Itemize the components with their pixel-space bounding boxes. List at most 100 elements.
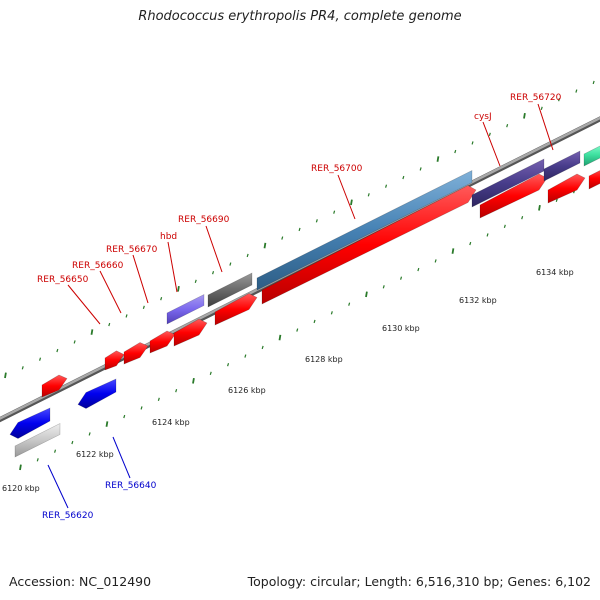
gene-label-leader [167, 241, 178, 293]
scale-tick [105, 421, 109, 427]
gene-block-forward[interactable] [547, 173, 586, 204]
scale-tick [209, 371, 212, 376]
scale-tick [402, 175, 405, 180]
scale-label: 6120 kbp [2, 484, 40, 493]
scale-tick [4, 372, 7, 379]
scale-tick [19, 464, 22, 471]
scale-tick [212, 271, 215, 275]
gene-features[interactable] [9, 144, 600, 458]
gene-block-next[interactable] [583, 144, 600, 167]
gene-block-forward[interactable] [123, 342, 149, 365]
scale-tick [419, 167, 422, 171]
scale-label: 6126 kbp [228, 386, 266, 395]
gene-block-hbd[interactable] [166, 294, 205, 325]
scale-label: 6124 kbp [152, 418, 190, 427]
gene-label-leader [112, 436, 131, 479]
scale-tick [592, 80, 595, 85]
gene-label-leader [47, 464, 69, 509]
gene-label[interactable]: RER_56620 [42, 511, 94, 521]
scale-tick [90, 329, 94, 335]
gene-block-forward[interactable] [173, 318, 208, 347]
gene-block-reverse[interactable] [77, 378, 117, 409]
scale-tick [278, 334, 282, 341]
scale-tick [123, 414, 126, 419]
gene-block-forward[interactable] [149, 330, 176, 354]
gene-block-rer56700[interactable] [256, 170, 473, 291]
gene-label[interactable]: RER_56660 [72, 261, 124, 271]
scale-tick [54, 449, 57, 453]
scale-tick [417, 267, 420, 272]
scale-tick [194, 279, 197, 284]
scale-label: 6132 kbp [459, 296, 497, 305]
gene-block-rer56720[interactable] [543, 150, 581, 182]
gene-block-forward[interactable] [41, 374, 68, 398]
scale-tick [436, 156, 440, 162]
gene-label-leader [205, 225, 223, 273]
scale-tick [246, 253, 249, 258]
scale-tick [333, 210, 336, 214]
scale-tick [540, 106, 543, 111]
gene-block-forward[interactable] [214, 293, 258, 326]
scale-tick [263, 242, 267, 249]
scale-tick [555, 198, 558, 203]
scale-label: 6128 kbp [305, 355, 343, 364]
scale-labels: 6120 kbp 6122 kbp 6124 kbp 6126 kbp 6128 kbp… [2, 268, 574, 493]
scale-tick [36, 458, 39, 462]
scale-tick [227, 363, 230, 367]
gene-label[interactable]: RER_56700 [311, 164, 363, 174]
scale-tick [538, 204, 541, 211]
scale-tick [348, 302, 351, 306]
scale-tick [21, 366, 24, 370]
scale-tick [367, 193, 370, 197]
gene-block-forward[interactable] [588, 168, 600, 190]
scale-tick [313, 319, 316, 324]
gene-block-forward[interactable] [261, 185, 477, 305]
scale-tick [56, 348, 59, 353]
gene-label-leader [67, 284, 101, 325]
gene-block-gray[interactable] [207, 272, 253, 308]
gene-block-forward[interactable] [104, 350, 125, 371]
scale-tick [160, 296, 163, 301]
scale-tick [39, 357, 42, 361]
scale-label: 6122 kbp [76, 450, 114, 459]
scale-label: 6130 kbp [382, 324, 420, 333]
map-title: Rhodococcus erythropolis PR4, complete g… [138, 9, 462, 24]
scale-tick [506, 123, 509, 128]
scale-tick [486, 233, 489, 237]
scale-tick [434, 259, 437, 263]
scale-tick [125, 314, 128, 318]
scale-tick [469, 241, 472, 246]
scale-tick [382, 285, 385, 289]
gene-label[interactable]: RER_56690 [178, 215, 230, 225]
scale-tick [281, 236, 284, 240]
gene-label-leader [482, 121, 501, 167]
gene-label-leader [537, 103, 554, 151]
scale-tick [192, 377, 195, 384]
scale-tick [365, 291, 368, 298]
gene-label[interactable]: RER_56720 [510, 93, 562, 103]
scale-tick [157, 397, 160, 401]
scale-tick [244, 354, 247, 358]
scale-tick [350, 199, 353, 206]
scale-tick [88, 432, 91, 436]
gene-block-rer56620[interactable] [14, 423, 61, 458]
scale-tick [488, 132, 491, 136]
scale-tick [108, 322, 111, 327]
scale-tick [503, 224, 506, 228]
gene-block-reverse[interactable] [9, 407, 51, 439]
gene-block-forward[interactable] [479, 173, 548, 219]
gene-label[interactable]: hbd [160, 232, 177, 242]
scale-ticks-upper [4, 80, 595, 379]
scale-tick [451, 248, 455, 254]
scale-tick [454, 149, 457, 154]
scale-label: 6134 kbp [536, 268, 574, 277]
genome-stats-text: Topology: circular; Length: 6,516,310 bp… [247, 574, 591, 589]
scale-tick [73, 340, 76, 344]
gene-label[interactable]: cysJ [474, 112, 492, 122]
gene-label[interactable]: RER_56640 [105, 481, 157, 491]
gene-label[interactable]: RER_56650 [37, 275, 89, 285]
gene-label[interactable]: RER_56670 [106, 245, 158, 255]
scale-tick [330, 311, 333, 315]
gene-label-leader [337, 174, 356, 220]
